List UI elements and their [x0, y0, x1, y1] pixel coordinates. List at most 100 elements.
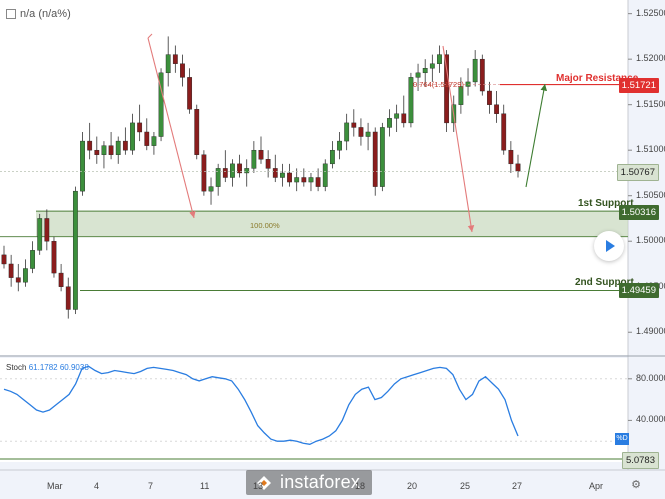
candle-body	[180, 63, 185, 78]
candle-body	[1, 254, 7, 265]
candle-body	[265, 159, 271, 169]
logo-text: instaforex	[280, 472, 361, 492]
play-button[interactable]	[594, 231, 624, 261]
candle-body	[30, 250, 35, 269]
candle-body	[479, 58, 485, 92]
candle-body	[379, 127, 385, 187]
candle-body	[201, 154, 207, 192]
first-support-price: 1.50316	[618, 205, 659, 221]
price-tick-label: 1.50000	[636, 235, 665, 246]
time-tick-label: 13	[253, 481, 264, 491]
candle-body	[65, 286, 71, 310]
down-arrow-1-tip	[147, 33, 153, 39]
candle-body	[137, 122, 143, 133]
first-support-label: 1st Support	[578, 198, 634, 210]
candle-body	[44, 218, 50, 242]
major-resistance-price: 1.51721	[618, 77, 659, 93]
candle-body	[422, 68, 428, 74]
candle-body	[194, 109, 200, 155]
candle-body	[337, 140, 342, 151]
time-tick-label: Apr	[589, 481, 604, 491]
candle-body	[158, 72, 164, 137]
price-tick-label: 1.51500	[636, 98, 665, 109]
candle-body	[515, 163, 521, 172]
candle-body	[365, 131, 371, 137]
candle-body	[272, 168, 278, 178]
candle-body	[508, 149, 514, 165]
instaforex-logo: instaforex	[246, 470, 373, 495]
down-arrow-2	[442, 45, 475, 233]
candle-body	[23, 268, 28, 283]
price-tick-label: 1.52500	[636, 7, 665, 18]
candle-body	[215, 168, 221, 187]
stoch-pane-bg	[0, 358, 628, 462]
main-pane-bg	[0, 0, 628, 355]
candle-body	[108, 145, 114, 155]
percent-d-button[interactable]: %D	[615, 433, 629, 445]
candles-group	[1, 36, 521, 319]
candle-body	[51, 241, 57, 274]
candle-body	[487, 90, 492, 105]
candle-body	[301, 177, 307, 183]
collapse-icon[interactable]	[6, 9, 16, 20]
candle-body	[429, 63, 435, 69]
candle-body	[315, 177, 321, 187]
second-support-price: 1.49459	[618, 283, 659, 299]
candle-body	[458, 86, 464, 105]
symbol-header: n/a (n/a%)	[6, 8, 71, 20]
gear-icon[interactable]: ⚙	[631, 479, 641, 491]
candle-body	[151, 136, 157, 146]
candle-body	[344, 122, 350, 142]
candle-body	[372, 131, 378, 187]
candle-body	[94, 149, 100, 155]
time-tick-label: 7	[148, 481, 154, 491]
stoch-legend: Stoch 61.1782 60.9038	[6, 363, 89, 372]
price-tick-label: 1.49000	[636, 326, 665, 337]
candle-body	[358, 127, 364, 137]
current-price-tag: 1.50767	[616, 164, 659, 182]
candle-body	[394, 113, 400, 119]
candle-body	[101, 145, 107, 155]
instaforex-mark-icon	[257, 476, 271, 490]
candle-body	[237, 163, 242, 174]
stoch-d-value: 60.9038	[59, 363, 89, 372]
candle-body	[472, 58, 478, 83]
up-arrow	[525, 83, 548, 188]
play-icon	[606, 240, 615, 252]
candle-body	[415, 72, 421, 78]
price-tick-label: 1.52000	[636, 53, 665, 64]
candle-body	[251, 149, 257, 169]
stoch-tick-label: 80.0000	[636, 372, 665, 383]
stoch-tick-label: 40.0000	[636, 414, 665, 425]
candle-body	[294, 177, 300, 183]
candle-body	[187, 77, 193, 110]
candle-body	[172, 54, 178, 64]
candle-body	[8, 263, 14, 278]
candle-body	[87, 140, 93, 151]
candle-body	[387, 118, 392, 128]
candle-body	[37, 218, 43, 251]
support-zone	[36, 211, 628, 237]
candle-body	[72, 190, 78, 310]
major-resistance-label: Major Resistance	[556, 72, 639, 84]
time-tick-label: 20	[407, 481, 418, 491]
candle-body	[115, 140, 121, 155]
candle-body	[408, 77, 414, 124]
time-tick-label: 11	[200, 481, 210, 491]
candle-body	[351, 122, 357, 128]
time-tick-label: 27	[512, 481, 523, 491]
candle-body	[280, 172, 285, 178]
candle-body	[329, 149, 335, 165]
fib-upper-label: 0.764(1.51729)	[413, 79, 464, 89]
stoch-k-value: 61.1782	[28, 363, 58, 372]
candle-body	[122, 140, 128, 151]
time-tick-label: 25	[460, 481, 471, 491]
candle-body	[437, 54, 442, 64]
candle-body	[144, 131, 150, 146]
candle-body	[80, 140, 85, 192]
stoch-line	[3, 365, 519, 445]
candle-body	[230, 163, 235, 178]
candle-body	[258, 149, 264, 160]
